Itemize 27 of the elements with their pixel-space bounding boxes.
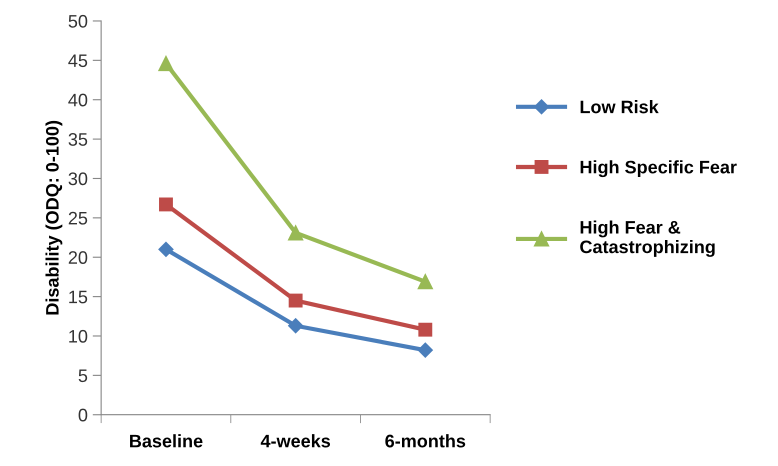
- y-tick-label: 40: [68, 94, 88, 106]
- y-tick-label: 50: [68, 14, 88, 28]
- point: [418, 322, 432, 337]
- legend-label: Low Risk: [580, 100, 659, 114]
- point: [158, 242, 174, 257]
- x-tick-label: 6-months: [385, 434, 466, 448]
- legend-label: High Fear & Catastrophizing: [580, 220, 715, 257]
- point: [418, 342, 433, 358]
- y-tick-label: 45: [68, 54, 88, 68]
- legend-label: High Specific Fear: [580, 160, 737, 178]
- point: [288, 225, 304, 240]
- point: [288, 294, 303, 308]
- y-tick-label: 0: [78, 408, 88, 422]
- y-tick-label: 35: [68, 133, 88, 146]
- y-axis-title: Disability (ODQ: 0-100): [45, 120, 62, 314]
- y-tick-label: 15: [69, 290, 88, 304]
- point: [418, 274, 433, 290]
- y-tick-label: 25: [68, 212, 88, 225]
- x-tick-label: 4-weeks: [260, 434, 330, 448]
- y-tick-label: 30: [68, 172, 88, 186]
- x-tick-label: Baseline: [130, 434, 202, 448]
- y-tick-label: 5: [78, 369, 88, 382]
- y-tick-label: 20: [68, 251, 88, 264]
- point: [159, 198, 173, 212]
- point: [158, 56, 174, 72]
- point: [288, 318, 304, 334]
- y-tick-label: 10: [69, 330, 88, 343]
